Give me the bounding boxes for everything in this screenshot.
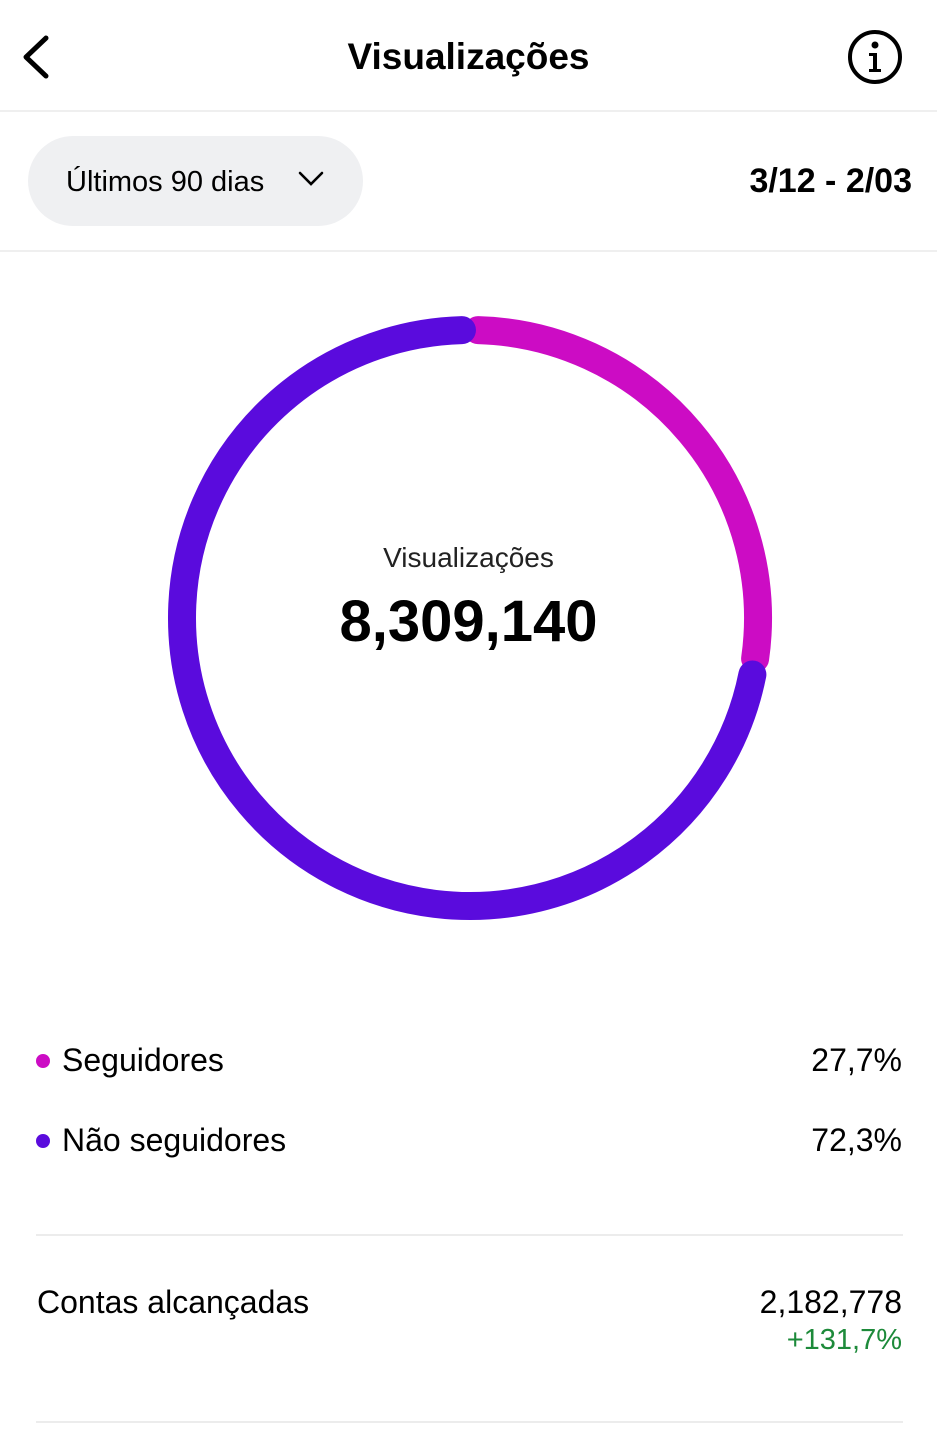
divider (0, 250, 937, 252)
metric-label: Contas alcançadas (37, 1284, 310, 1320)
donut-chart (168, 316, 772, 920)
date-range-dropdown[interactable]: Últimos 90 dias (28, 136, 363, 226)
chart-center-label: Visualizações (383, 542, 554, 573)
divider (36, 1234, 903, 1236)
header (0, 0, 937, 112)
metric-value: 2,182,778 (759, 1284, 902, 1320)
chevron-left-icon[interactable] (14, 30, 64, 84)
metric-change: +131,7% (786, 1324, 902, 1356)
date-range-label: Últimos 90 dias (66, 166, 265, 198)
legend-item-nao-seguidores: Não seguidores (36, 1122, 286, 1159)
chevron-down-icon (298, 171, 324, 186)
info-icon[interactable] (846, 28, 904, 86)
legend-label: Não seguidores (62, 1122, 287, 1158)
legend-dot (36, 1133, 50, 1148)
chart-center-value: 8,309,140 (339, 589, 598, 654)
page-title: Visualizações (347, 36, 590, 77)
legend-label: Seguidores (62, 1042, 224, 1078)
donut-slice-0 (464, 316, 772, 673)
legend-value: 72,3% (811, 1122, 902, 1158)
legend-value: 27,7% (811, 1042, 902, 1078)
divider (36, 1421, 903, 1423)
legend-item-seguidores: Seguidores (36, 1042, 224, 1079)
legend-dot (36, 1053, 50, 1068)
date-range-text: 3/12 - 2/03 (749, 162, 912, 200)
donut-slice-1 (168, 316, 767, 920)
